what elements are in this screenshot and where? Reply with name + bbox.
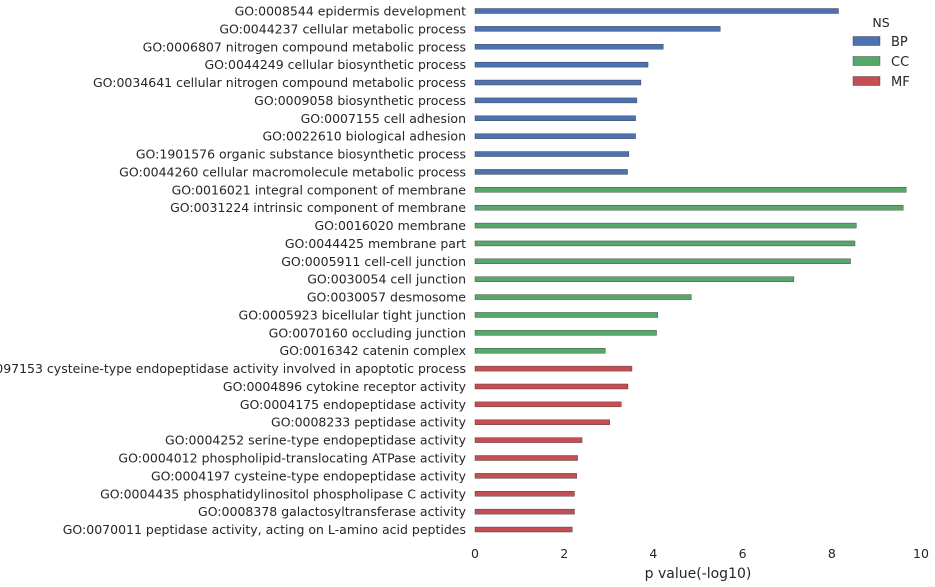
category-label: GO:0097153 cysteine-type endopeptidase a… bbox=[0, 361, 466, 376]
category-label: GO:0030054 cell junction bbox=[307, 272, 466, 287]
category-label: GO:0008378 galactosyltransferase activit… bbox=[198, 504, 467, 519]
bar-bp-2 bbox=[474, 44, 664, 50]
bar-bp-6 bbox=[474, 115, 636, 121]
legend-swatch-mf bbox=[852, 76, 881, 86]
legend-title: NS bbox=[872, 15, 889, 30]
x-axis-ticks: 0 2 4 6 8 10 bbox=[471, 546, 929, 561]
category-label: GO:0007155 cell adhesion bbox=[301, 111, 466, 126]
category-label: GO:0008544 epidermis development bbox=[235, 4, 466, 19]
bar-cc-16 bbox=[474, 294, 692, 300]
legend-label-cc: CC bbox=[891, 55, 909, 70]
bar-cc-18 bbox=[474, 330, 657, 336]
category-label: GO:0004252 serine-type endopeptidase act… bbox=[165, 433, 467, 448]
category-label: GO:0008233 peptidase activity bbox=[271, 415, 467, 430]
legend-swatch-cc bbox=[852, 56, 881, 66]
bars-layer bbox=[474, 8, 907, 533]
category-label: GO:0044237 cellular metabolic process bbox=[219, 21, 466, 36]
bar-mf-21 bbox=[474, 383, 629, 390]
category-label: GO:0034641 cellular nitrogen compound me… bbox=[93, 75, 466, 90]
x-tick-label: 2 bbox=[560, 546, 568, 561]
x-tick-label: 8 bbox=[828, 546, 836, 561]
bar-mf-24 bbox=[474, 437, 583, 443]
category-label: GO:0006807 nitrogen compound metabolic p… bbox=[143, 39, 466, 54]
legend-label-mf: MF bbox=[891, 75, 910, 90]
category-label: GO:0004012 phospholipid-translocating AT… bbox=[118, 451, 466, 466]
bar-bp-8 bbox=[474, 151, 630, 157]
category-labels: GO:0008544 epidermis development GO:00442… bbox=[0, 4, 467, 538]
category-label: GO:0005911 cell-cell junction bbox=[281, 254, 466, 269]
legend-swatch-bp bbox=[852, 36, 881, 46]
category-label: GO:0016020 membrane bbox=[314, 218, 466, 233]
bar-cc-19 bbox=[474, 348, 606, 354]
bar-mf-27 bbox=[474, 491, 575, 497]
x-tick-label: 4 bbox=[649, 546, 657, 561]
bar-bp-4 bbox=[474, 79, 642, 86]
bar-bp-3 bbox=[474, 61, 649, 68]
category-label: GO:0004896 cytokine receptor activity bbox=[223, 379, 467, 394]
category-label: GO:0016021 integral component of membran… bbox=[172, 182, 467, 197]
bar-mf-26 bbox=[474, 473, 577, 479]
bar-cc-12 bbox=[474, 222, 857, 229]
bar-bp-0 bbox=[474, 8, 839, 14]
category-label: GO:0044260 cellular macromolecule metabo… bbox=[119, 164, 466, 179]
bar-cc-10 bbox=[474, 187, 907, 193]
bar-cc-13 bbox=[474, 240, 856, 247]
bar-cc-15 bbox=[474, 276, 795, 282]
bar-mf-28 bbox=[474, 508, 575, 515]
bar-mf-25 bbox=[474, 455, 578, 461]
bar-bp-7 bbox=[474, 133, 636, 139]
bar-cc-17 bbox=[474, 312, 659, 318]
legend-label-bp: BP bbox=[891, 35, 908, 50]
bar-mf-29 bbox=[474, 526, 573, 533]
x-tick-label: 0 bbox=[471, 546, 479, 561]
bar-mf-23 bbox=[474, 419, 610, 425]
bar-bp-9 bbox=[474, 169, 628, 175]
category-label: GO:0031224 intrinsic component of membra… bbox=[170, 200, 466, 215]
category-label: GO:0004197 cysteine-type endopeptidase a… bbox=[151, 468, 467, 483]
category-label: GO:0030057 desmosome bbox=[307, 290, 466, 305]
category-label: GO:0016342 catenin complex bbox=[279, 343, 466, 358]
category-label: GO:0004175 endopeptidase activity bbox=[240, 397, 467, 412]
category-label: GO:0070011 peptidase activity, acting on… bbox=[63, 522, 466, 537]
category-label: GO:1901576 organic substance biosyntheti… bbox=[136, 147, 466, 162]
category-label: GO:0070160 occluding junction bbox=[269, 325, 466, 340]
category-label: GO:0009058 biosynthetic process bbox=[254, 93, 466, 108]
category-label: GO:0005923 bicellular tight junction bbox=[239, 307, 466, 322]
bar-cc-14 bbox=[474, 258, 851, 265]
bar-bp-5 bbox=[474, 97, 638, 104]
category-label: GO:0022610 biological adhesion bbox=[263, 129, 467, 144]
category-label: GO:0004435 phosphatidylinositol phosphol… bbox=[100, 486, 467, 501]
x-axis-title: p value(-log10) bbox=[645, 566, 752, 582]
category-label: GO:0044425 membrane part bbox=[285, 236, 466, 251]
bar-mf-20 bbox=[474, 365, 633, 372]
bar-bp-1 bbox=[474, 26, 721, 32]
legend: NS BP CC MF bbox=[852, 15, 910, 90]
bar-mf-22 bbox=[474, 401, 622, 408]
x-tick-label: 10 bbox=[913, 546, 929, 561]
category-label: GO:0044249 cellular biosynthetic process bbox=[205, 57, 467, 72]
x-tick-label: 6 bbox=[739, 546, 747, 561]
bar-cc-11 bbox=[474, 204, 904, 211]
